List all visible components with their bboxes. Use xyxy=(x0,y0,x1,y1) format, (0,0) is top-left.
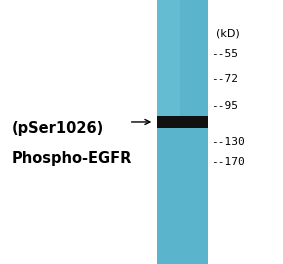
Bar xyxy=(157,0,208,264)
Text: Phospho-EGFR: Phospho-EGFR xyxy=(11,151,132,166)
Text: (kD): (kD) xyxy=(216,28,240,38)
Text: --72: --72 xyxy=(211,74,238,84)
Text: --170: --170 xyxy=(211,157,245,167)
Text: (pSer1026): (pSer1026) xyxy=(11,121,104,135)
Text: --130: --130 xyxy=(211,137,245,147)
Text: --55: --55 xyxy=(211,49,238,59)
Bar xyxy=(157,116,208,128)
Text: --95: --95 xyxy=(211,101,238,111)
Bar xyxy=(157,0,180,119)
